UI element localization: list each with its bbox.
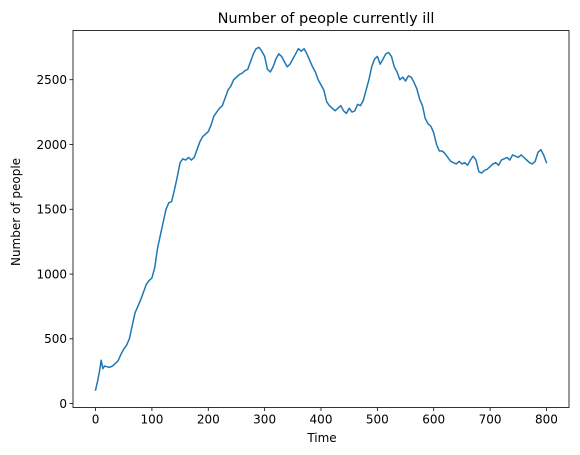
x-tick-label: 100 <box>140 413 163 427</box>
x-tick-label: 700 <box>479 413 502 427</box>
y-tick-label: 2500 <box>36 73 67 87</box>
y-tick-label: 500 <box>44 332 67 346</box>
x-tick-label: 300 <box>253 413 276 427</box>
x-tick-label: 800 <box>535 413 558 427</box>
x-tick-label: 400 <box>310 413 333 427</box>
y-tick-label: 1500 <box>36 203 67 217</box>
x-tick-label: 500 <box>366 413 389 427</box>
chart-title: Number of people currently ill <box>218 11 435 27</box>
y-axis: 0 500 1000 1500 2000 2500 <box>36 73 73 411</box>
x-tick-label: 0 <box>92 413 100 427</box>
x-axis-title: Time <box>306 431 336 445</box>
plot-area <box>94 46 548 391</box>
axes-frame <box>72 30 570 408</box>
y-tick-label: 1000 <box>36 267 67 281</box>
x-tick-label: 200 <box>197 413 220 427</box>
y-axis-title: Number of people <box>9 158 23 266</box>
x-axis: 0 100 200 300 400 500 600 700 800 <box>92 407 558 427</box>
series-line-ill-count <box>94 46 548 391</box>
y-tick-label: 2000 <box>36 138 67 152</box>
x-tick-label: 600 <box>422 413 445 427</box>
y-tick-label: 0 <box>59 397 67 411</box>
